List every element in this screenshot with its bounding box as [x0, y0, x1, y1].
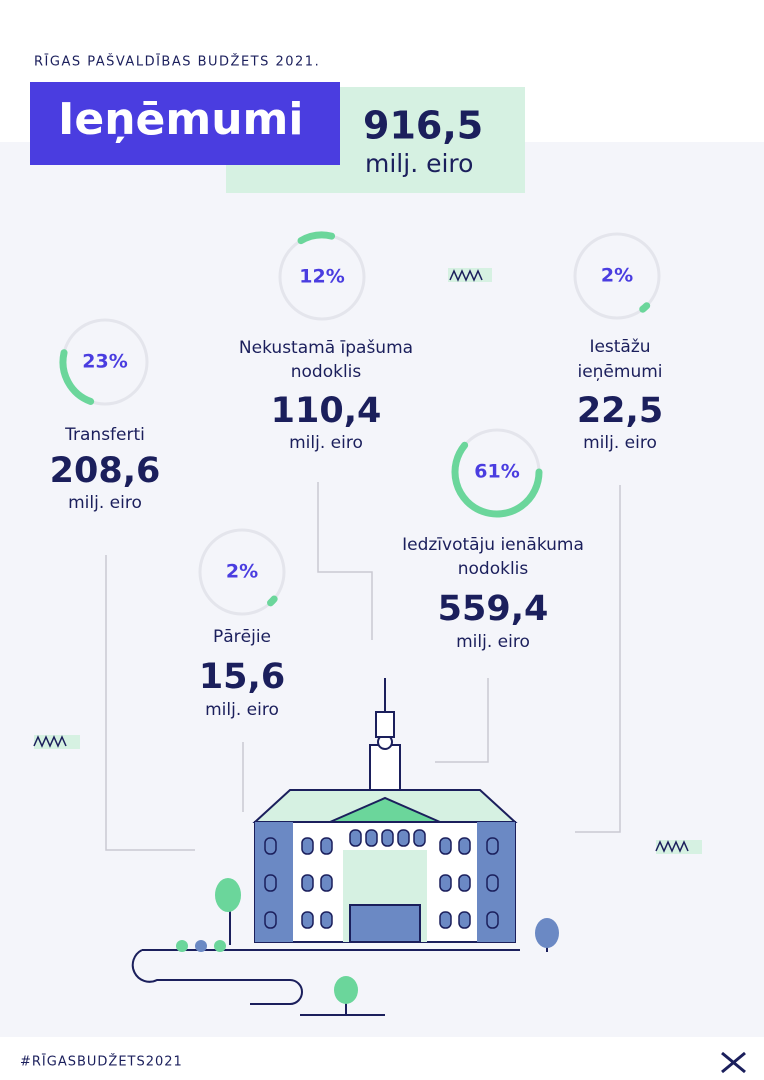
item-amount: 208,6 — [50, 451, 161, 491]
connectors — [105, 482, 621, 851]
window — [301, 874, 314, 892]
share-arc — [267, 595, 278, 607]
item-label: Iedzīvotāju ienākuma — [402, 535, 584, 555]
item-unit: milj. eiro — [205, 700, 279, 720]
window — [320, 874, 333, 892]
item-label: Transferti — [64, 425, 145, 445]
window — [458, 837, 471, 855]
window — [486, 911, 499, 929]
item-unit: milj. eiro — [289, 433, 363, 453]
window — [397, 829, 410, 847]
window — [413, 829, 426, 847]
share-arc — [639, 302, 651, 313]
share-label: 2% — [226, 561, 258, 583]
total-unit: milj. eiro — [365, 149, 473, 178]
item-label: Iestāžu — [589, 337, 650, 357]
window — [264, 874, 277, 892]
window — [458, 874, 471, 892]
window — [349, 829, 362, 847]
item-label: nodoklis — [458, 559, 529, 579]
share-ring — [573, 232, 661, 320]
share-ring — [198, 528, 286, 616]
keys-icon — [721, 1051, 746, 1074]
window — [365, 829, 378, 847]
item-amount: 15,6 — [199, 657, 285, 697]
hashtag: #RĪGASBUDŽETS2021 — [20, 1054, 183, 1070]
item-label: ieņēmumi — [577, 362, 662, 382]
window — [264, 837, 277, 855]
item-label: Nekustamā īpašuma — [239, 338, 413, 358]
building — [131, 678, 559, 1016]
item-unit: milj. eiro — [583, 433, 657, 453]
share-label: 12% — [299, 266, 344, 288]
window — [320, 911, 333, 929]
window — [301, 837, 314, 855]
item-amount: 22,5 — [577, 391, 663, 431]
share-arc — [59, 349, 95, 405]
item-unit: milj. eiro — [68, 493, 142, 513]
window — [381, 829, 394, 847]
window — [486, 837, 499, 855]
share-label: 61% — [474, 461, 519, 483]
window — [264, 911, 277, 929]
title-box — [30, 82, 340, 165]
window — [301, 911, 314, 929]
subtitle: RĪGAS PAŠVALDĪBAS BUDŽETS 2021. — [34, 54, 320, 70]
window — [486, 874, 499, 892]
total: 916,5 — [363, 104, 483, 148]
share-arc — [297, 231, 336, 245]
window — [458, 911, 471, 929]
window — [439, 911, 452, 929]
window — [439, 837, 452, 855]
window — [320, 837, 333, 855]
item-label: Pārējie — [213, 627, 271, 647]
share-label: 2% — [601, 265, 633, 287]
zigzags — [33, 268, 702, 854]
item-amount: 110,4 — [271, 391, 382, 431]
item-unit: milj. eiro — [456, 632, 530, 652]
title: Ieņēmumi — [58, 94, 303, 145]
share-arc — [451, 441, 543, 518]
item-amount: 559,4 — [438, 589, 549, 629]
item-label: nodoklis — [291, 362, 362, 382]
window — [439, 874, 452, 892]
share-label: 23% — [82, 351, 127, 373]
